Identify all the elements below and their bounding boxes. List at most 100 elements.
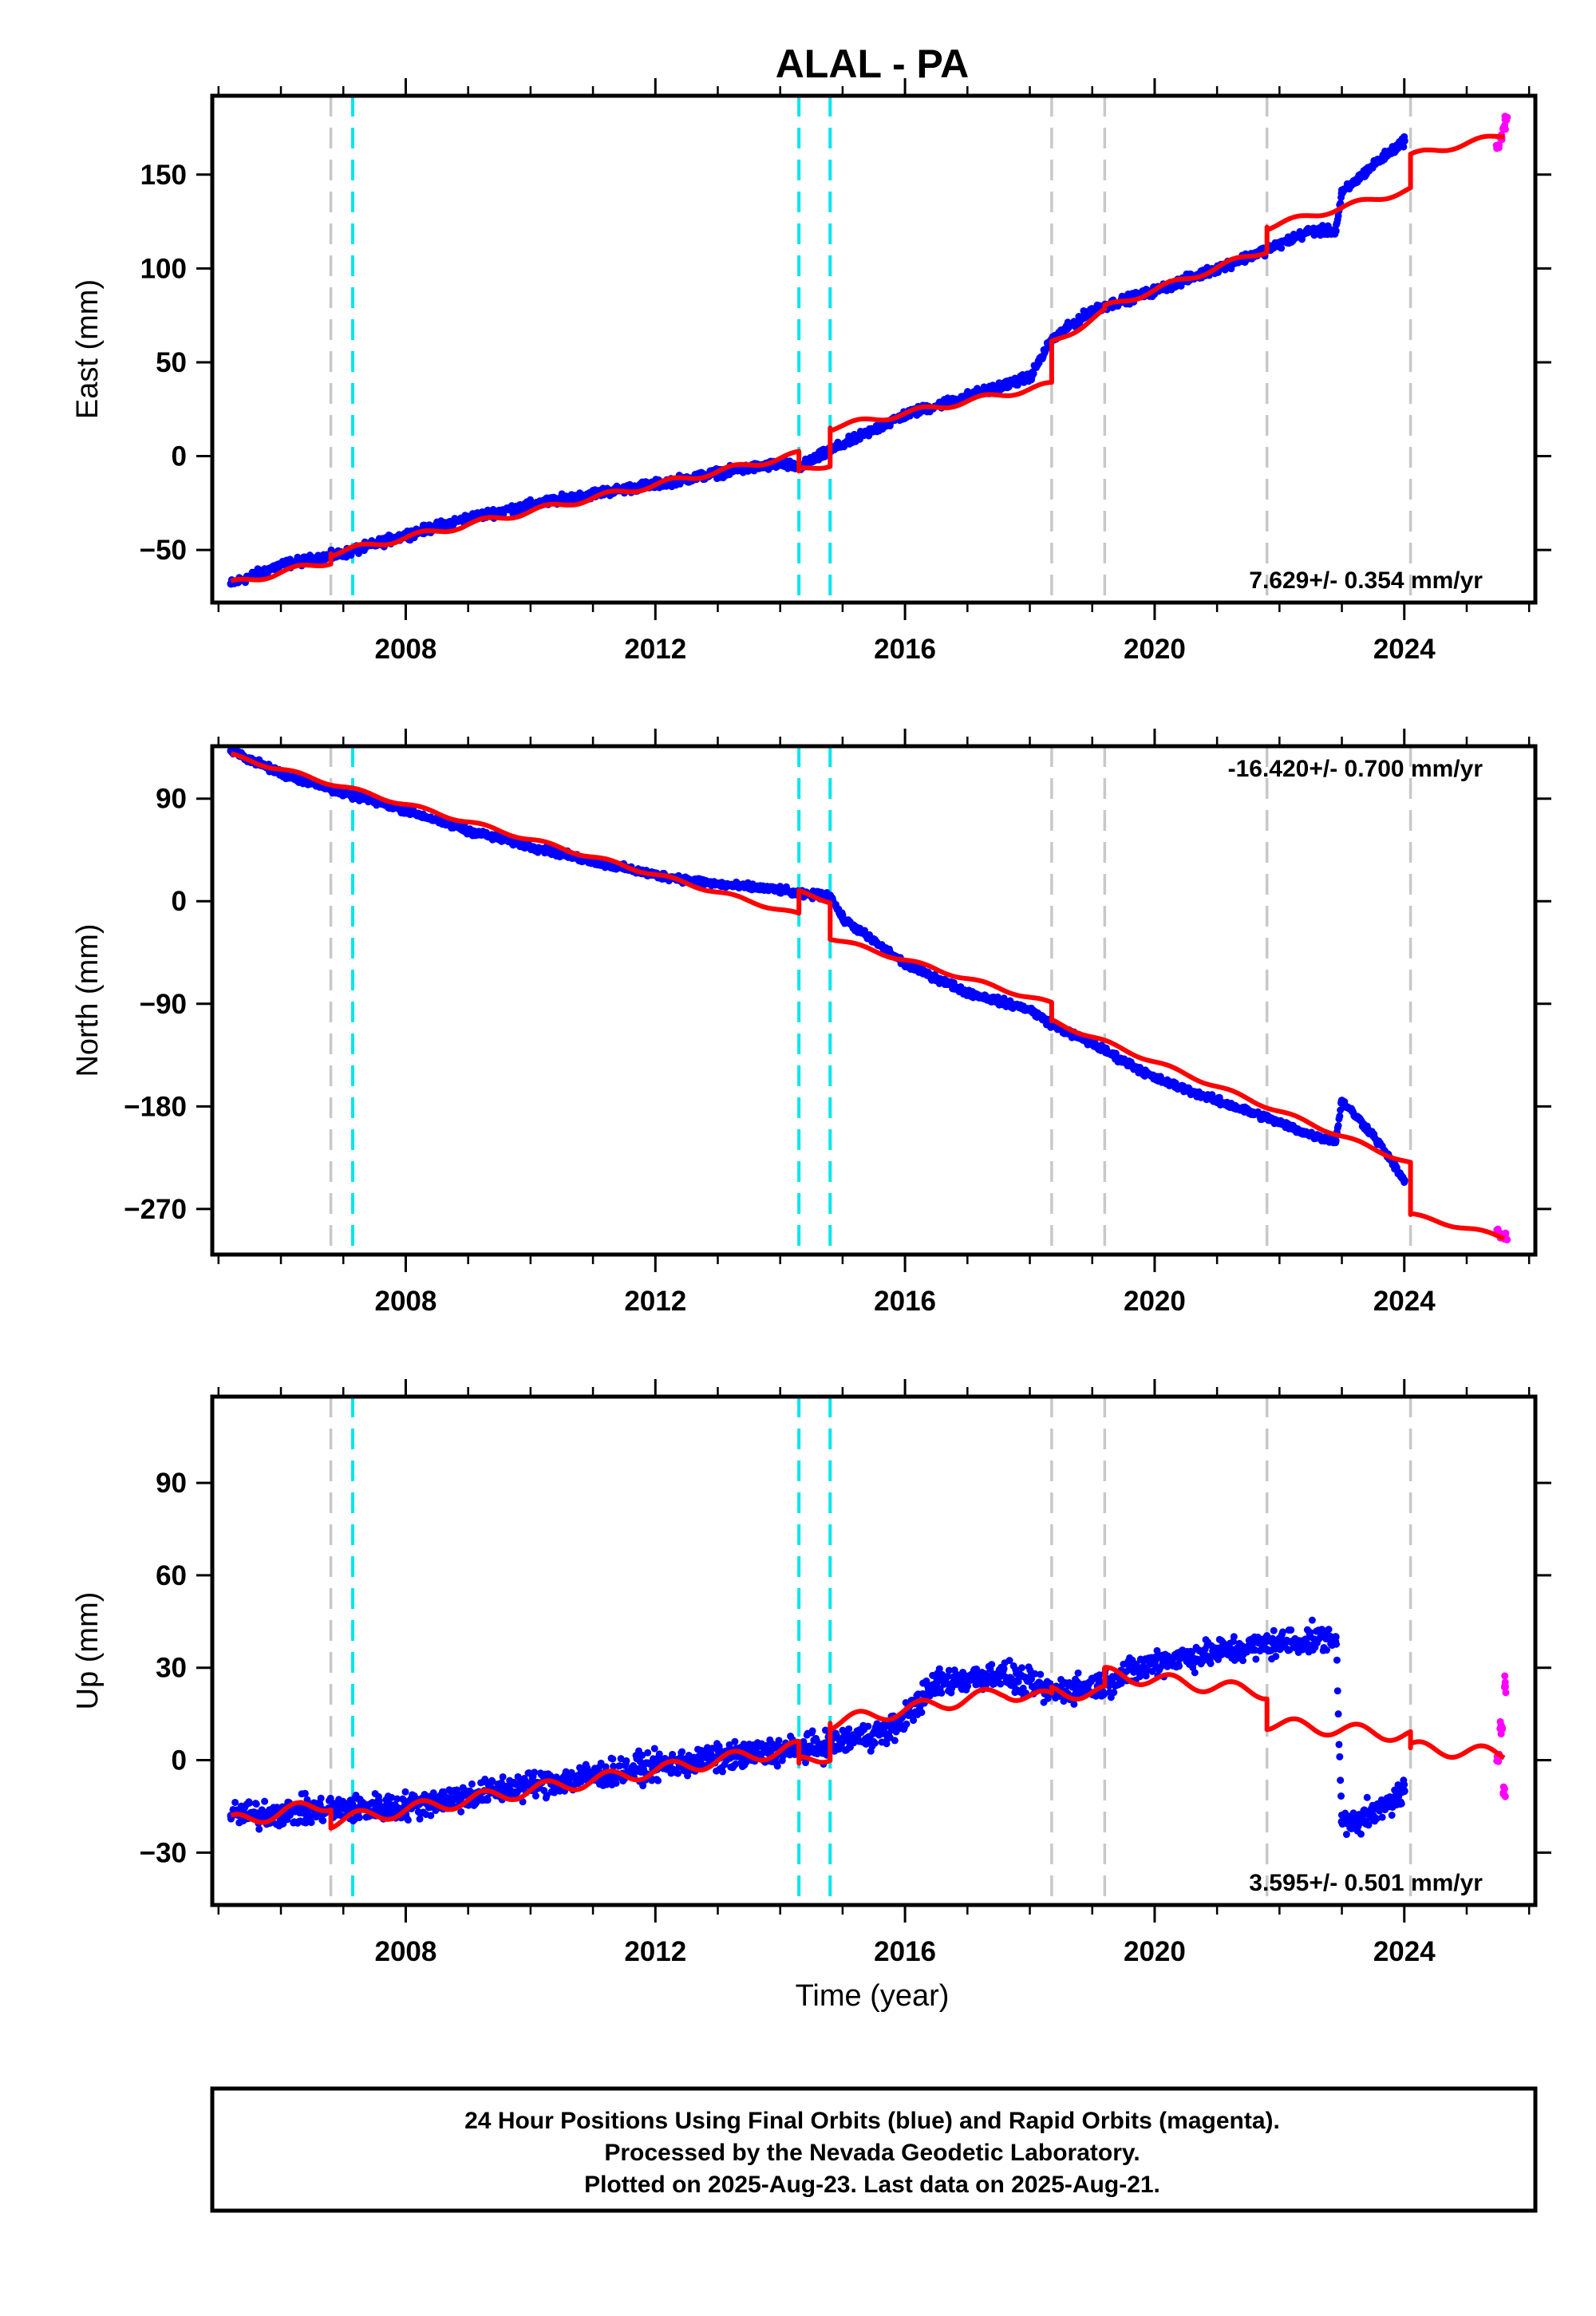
final-point — [1278, 244, 1286, 252]
final-point — [231, 1798, 239, 1806]
final-point-control — [464, 826, 472, 835]
final-point — [891, 1737, 899, 1745]
final-point — [997, 1680, 1005, 1688]
final-point — [575, 1764, 583, 1772]
final-point-control — [1400, 1176, 1408, 1185]
final-point — [775, 1737, 783, 1745]
final-point — [935, 1665, 943, 1673]
final-point — [964, 1682, 972, 1690]
final-point — [617, 1755, 625, 1763]
final-point — [427, 1812, 435, 1820]
series-final-orbits-north — [227, 746, 1408, 1186]
final-point — [393, 1795, 401, 1803]
final-point — [922, 1677, 930, 1685]
final-point — [484, 1796, 492, 1804]
final-point — [655, 1750, 663, 1758]
final-point — [401, 1788, 409, 1796]
final-point — [317, 1794, 325, 1802]
x-tick-label: 2008 — [375, 634, 437, 665]
y-tick-label: 0 — [172, 441, 187, 472]
final-point — [639, 1782, 647, 1790]
final-point-control — [1331, 227, 1340, 235]
final-point-control — [526, 500, 535, 509]
final-point — [903, 1720, 911, 1728]
final-point-control — [1262, 1113, 1271, 1122]
y-tick-label: 150 — [140, 160, 187, 191]
final-point — [301, 1789, 309, 1797]
final-point — [355, 1813, 363, 1821]
final-point — [1334, 1121, 1342, 1129]
y-tick-label: 90 — [156, 784, 187, 815]
final-point-control — [1088, 1039, 1096, 1048]
final-point — [481, 1775, 489, 1783]
final-point — [622, 1757, 630, 1765]
final-point — [731, 1737, 739, 1745]
x-tick-label: 2024 — [1373, 1286, 1436, 1317]
velocity-rate-label-east: 7.629+/- 0.354 mm/yr — [1249, 567, 1483, 594]
final-point — [938, 1689, 946, 1697]
final-point — [375, 1797, 383, 1805]
final-point — [531, 1792, 539, 1800]
final-point-control — [526, 842, 535, 851]
final-point — [457, 1808, 465, 1816]
final-point — [732, 1760, 740, 1768]
final-point-control — [1337, 1097, 1346, 1105]
final-point — [1031, 1670, 1039, 1678]
y-axis-label-east: East (mm) — [71, 279, 105, 419]
final-point — [718, 1768, 726, 1776]
final-point — [871, 1739, 879, 1747]
final-point — [944, 1672, 952, 1680]
final-point — [531, 1769, 539, 1777]
rapid-point — [1501, 113, 1509, 121]
final-point — [488, 1777, 496, 1785]
final-point — [612, 1779, 620, 1787]
final-point — [252, 1800, 260, 1808]
final-point — [988, 1661, 996, 1669]
final-point — [609, 1755, 617, 1763]
final-point — [743, 1758, 751, 1766]
final-point — [1044, 1694, 1052, 1702]
final-point — [416, 1815, 424, 1823]
final-point — [678, 1748, 686, 1756]
model-line-east — [230, 133, 1505, 583]
y-tick-label: 50 — [156, 347, 187, 378]
final-point — [945, 1666, 953, 1674]
final-point — [255, 1825, 263, 1833]
final-point-control — [826, 891, 835, 900]
y-tick-label: −270 — [124, 1194, 187, 1225]
final-point — [808, 1727, 816, 1735]
final-point — [1070, 1700, 1078, 1708]
final-point — [1000, 1665, 1008, 1673]
panel-frame-east — [210, 93, 1538, 605]
final-point-control — [1025, 373, 1034, 381]
plot-area-north — [227, 746, 1511, 1255]
final-point — [1400, 143, 1408, 151]
panel-frame-north — [210, 744, 1538, 1257]
final-point — [654, 1777, 662, 1784]
final-point-control — [1369, 1131, 1377, 1140]
panel-north: 2008 2012 2016 2020 2024−270−180−90090North … — [71, 729, 1551, 1317]
final-point — [615, 1762, 623, 1770]
final-point — [261, 1797, 269, 1805]
final-point-control — [838, 914, 847, 923]
y-tick-label: 100 — [140, 253, 187, 284]
final-point-control — [963, 988, 972, 997]
final-point-control — [1088, 306, 1096, 314]
final-point — [674, 1769, 682, 1777]
x-tick-label: 2024 — [1373, 634, 1436, 665]
x-tick-label: 2016 — [874, 634, 936, 665]
final-point — [448, 1800, 456, 1808]
final-point-control — [713, 879, 722, 888]
final-point-control — [1337, 189, 1346, 198]
final-point — [1337, 1106, 1345, 1114]
final-point — [1336, 1113, 1344, 1120]
series-rapid-orbits-east — [1492, 113, 1511, 152]
final-point-control — [1331, 1136, 1340, 1145]
final-point — [499, 1773, 507, 1780]
plot-area-east — [227, 96, 1511, 603]
final-point — [1100, 1690, 1108, 1698]
final-point — [644, 1749, 652, 1757]
x-tick-label: 2020 — [1124, 1286, 1186, 1317]
final-point-control — [1150, 1073, 1159, 1082]
final-point — [1028, 1675, 1036, 1683]
